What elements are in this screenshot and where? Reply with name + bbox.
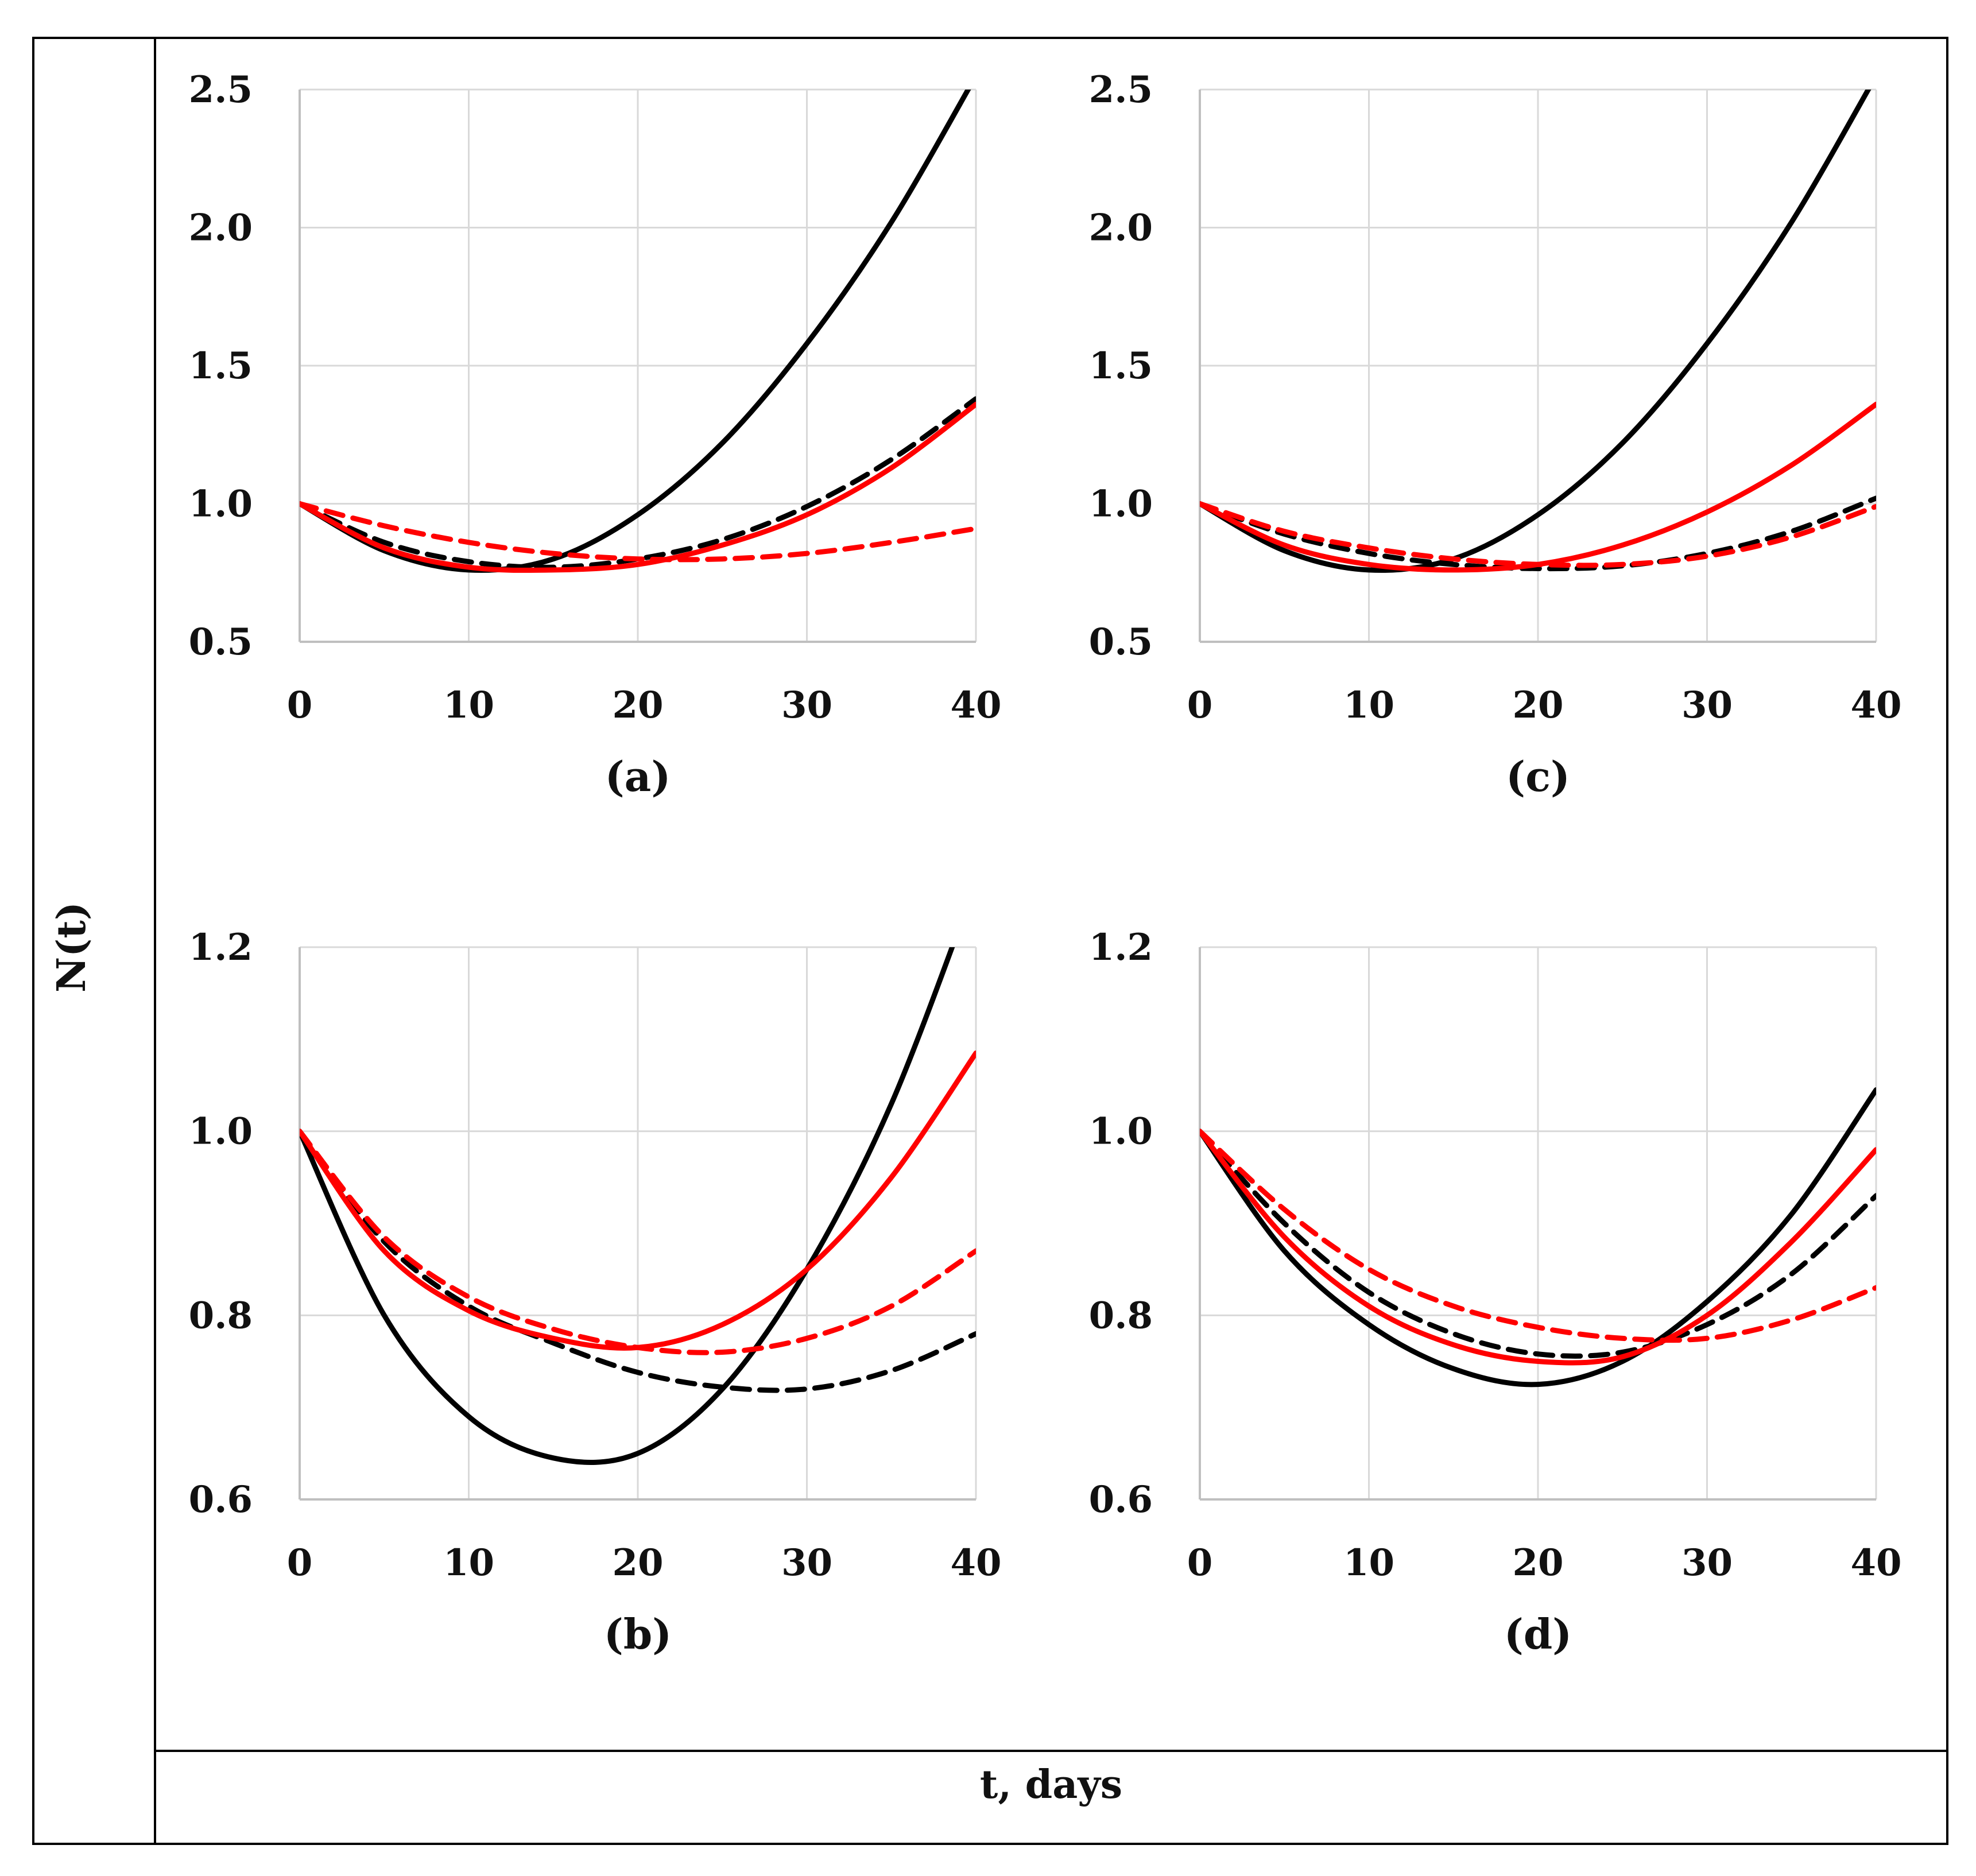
y-tick-label: 2.0 xyxy=(1089,207,1153,250)
y-tick-label: 1.0 xyxy=(1089,483,1153,526)
series-group xyxy=(1200,90,1876,573)
x-tick-label: 10 xyxy=(1343,1541,1394,1584)
x-tick-label: 30 xyxy=(781,1541,832,1584)
x-tick-label: 40 xyxy=(950,684,1001,727)
x-tick-label: 20 xyxy=(612,684,663,727)
x-tick-label: 10 xyxy=(443,684,494,727)
panel-label: (a) xyxy=(605,752,671,801)
y-tick-label: 2.5 xyxy=(1089,68,1153,111)
y-axis-title: N(t) xyxy=(49,902,95,993)
x-tick-label: 10 xyxy=(1343,684,1394,727)
panel-label: (b) xyxy=(604,1610,672,1658)
y-tick-label: 1.0 xyxy=(189,1110,253,1153)
series-line-black-dashed xyxy=(1200,495,1876,572)
panel-label: (c) xyxy=(1506,752,1570,801)
y-tick-label: 2.0 xyxy=(189,207,253,250)
series-line-black-dashed xyxy=(1200,1129,1876,1359)
x-tick-label: 0 xyxy=(1187,684,1213,727)
x-tick-label: 40 xyxy=(950,1541,1001,1584)
panel-c: 0.5 1.0 1.5 2.0 2.5 0 10 20 30 40 (c) xyxy=(1089,68,1902,801)
x-tick-label: 0 xyxy=(1187,1541,1213,1584)
x-tick-label: 20 xyxy=(612,1541,663,1584)
x-tick-label: 20 xyxy=(1512,1541,1563,1584)
x-tick-label: 0 xyxy=(287,684,313,727)
series-group xyxy=(1200,1087,1876,1387)
figure-frame xyxy=(32,37,1948,1845)
y-tick-label: 0.5 xyxy=(189,621,253,664)
x-tick-label: 40 xyxy=(1850,684,1901,727)
y-tick-label: 1.5 xyxy=(1089,344,1153,387)
x-tick-label: 0 xyxy=(287,1541,313,1584)
y-tick-label: 1.2 xyxy=(1089,926,1153,969)
series-line-black-solid xyxy=(300,90,971,573)
y-tick-label: 1.5 xyxy=(189,344,253,387)
series-line-black-solid xyxy=(1200,90,1872,573)
panel-a: 0.5 1.0 1.5 2.0 2.5 0 10 20 30 40 (a) xyxy=(189,68,1002,801)
y-tick-label: 1.0 xyxy=(1089,1110,1153,1153)
x-tick-label: 30 xyxy=(1681,684,1733,727)
y-tick-label: 2.5 xyxy=(189,68,253,111)
series-line-red-solid xyxy=(300,401,976,573)
series-group xyxy=(300,947,976,1465)
series-line-red-dashed xyxy=(300,1129,976,1355)
y-tick-label: 1.0 xyxy=(189,483,253,526)
panel-b: 0.6 0.8 1.0 1.2 0 10 20 30 40 (b) xyxy=(189,926,1002,1658)
series-line-black-solid xyxy=(1200,1087,1876,1387)
series-line-red-dashed xyxy=(1200,1129,1876,1343)
series-line-red-dashed xyxy=(1200,501,1876,568)
series-line-red-solid xyxy=(1200,1129,1876,1366)
x-tick-label: 30 xyxy=(1681,1541,1733,1584)
x-axis-title: t, days xyxy=(980,1762,1122,1808)
series-line-black-solid xyxy=(300,947,955,1465)
y-tick-label: 1.2 xyxy=(189,926,253,969)
series-group xyxy=(300,90,976,573)
y-tick-label: 0.8 xyxy=(189,1294,253,1337)
series-line-red-dashed xyxy=(300,501,976,563)
series-line-black-dashed xyxy=(300,1129,976,1393)
x-tick-label: 40 xyxy=(1850,1541,1901,1584)
panel-label: (d) xyxy=(1504,1610,1572,1658)
y-tick-label: 0.8 xyxy=(1089,1294,1153,1337)
x-tick-label: 10 xyxy=(443,1541,494,1584)
panel-d: 0.6 0.8 1.0 1.2 0 10 20 30 40 (d) xyxy=(1089,926,1902,1658)
y-tick-label: 0.6 xyxy=(1089,1478,1153,1521)
y-tick-label: 0.6 xyxy=(189,1478,253,1521)
x-tick-label: 20 xyxy=(1512,684,1563,727)
x-tick-label: 30 xyxy=(781,684,832,727)
y-tick-label: 0.5 xyxy=(1089,621,1153,664)
